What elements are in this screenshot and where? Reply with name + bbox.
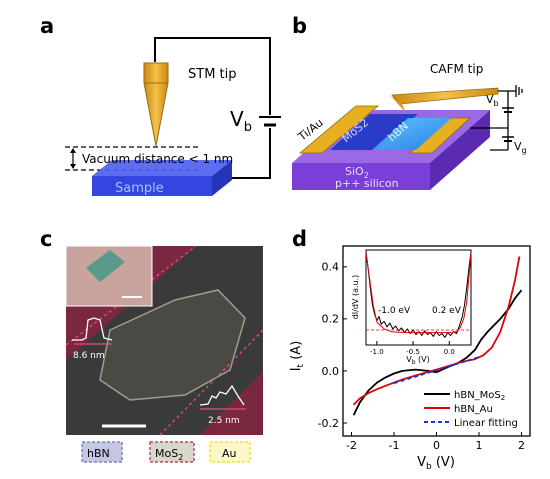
- y-tick-label: -0.2: [318, 417, 339, 430]
- sample-front: [92, 176, 212, 196]
- y-tick-label: 0.4: [322, 261, 340, 274]
- legend-mos2-label: MoS2: [155, 447, 183, 462]
- legend-au-box: [209, 441, 251, 463]
- x-tick-label: -0.5: [406, 348, 420, 356]
- inset-annotation-left: -1.0 eV: [378, 306, 411, 316]
- vb-label: Vb: [486, 93, 499, 108]
- inset-series: [365, 251, 472, 338]
- gap-arrow-head-bottom: [70, 164, 76, 169]
- cafm-cantilever: [391, 87, 499, 105]
- oxide-label: SiO2: [345, 165, 369, 180]
- y-tick-label: 0.2: [322, 313, 340, 326]
- height-left-label: 8.6 nm: [73, 351, 105, 361]
- main-legend: hBN_MoS2 hBN_Au Linear fitting: [424, 390, 518, 429]
- panel-label-a: a: [40, 14, 54, 38]
- substrate-label: p++ silicon: [335, 177, 399, 190]
- x-tick-label: -1: [389, 439, 400, 452]
- main-series: [352, 256, 523, 416]
- stm-tip-label: STM tip: [188, 67, 237, 82]
- x-tick-label: -2: [346, 439, 357, 452]
- x-tick-label: 0.0: [444, 348, 455, 356]
- legend-au-label: Au: [222, 447, 237, 460]
- inset-xlabel: Vb (V): [406, 355, 430, 366]
- legend-text-mos2: hBN_MoS2: [454, 390, 505, 402]
- panel-label-c: c: [40, 227, 52, 251]
- substrate-side: [430, 110, 490, 190]
- panel-d: d -2 -1 0 1 2 -0.2 0.0 0.2 0.4 It (A) Vb (V) hBN…: [289, 227, 531, 472]
- circuit-wire: [154, 37, 271, 115]
- inset-frame: [365, 249, 472, 346]
- panel-label-b: b: [292, 14, 307, 38]
- stm-tip-cone: [143, 82, 169, 147]
- legend-text-au: hBN_Au: [454, 404, 493, 415]
- series-line-0: [365, 251, 472, 338]
- y-tick-label: 0.0: [322, 365, 340, 378]
- cafm-tip: [390, 95, 406, 113]
- main-xlabel: Vb (V): [417, 455, 455, 472]
- inset-annotation-right: 0.2 eV: [432, 306, 462, 316]
- sample-label: Sample: [115, 181, 164, 196]
- stm-tip-holder: [143, 62, 169, 84]
- panel-a: a STM tip Vb Vacuum distance < 1 nm Samp…: [40, 14, 281, 196]
- x-tick-label: 2: [518, 439, 525, 452]
- circuit-wire-bottom: [230, 128, 271, 179]
- legend-text-fit: Linear fitting: [454, 418, 518, 429]
- legend-mos2-box: [149, 441, 195, 463]
- gap-label: Vacuum distance < 1 nm: [82, 152, 233, 166]
- x-tick-label: -1.0: [370, 348, 384, 356]
- legend-hbn-label: hBN: [87, 447, 110, 460]
- series-line-0: [352, 289, 523, 416]
- sample-top: [92, 160, 232, 176]
- main-ylabel: It (A): [289, 341, 306, 372]
- series-line-2: [393, 356, 480, 385]
- height-right-label: 2.5 nm: [208, 416, 240, 426]
- main-ticks: -2 -1 0 1 2 -0.2 0.0 0.2 0.4: [318, 261, 525, 452]
- panel-b: b Ti/Au MoS2 hBN SiO2 p++ silicon CAFM t…: [292, 14, 527, 190]
- x-tick-label: 0: [433, 439, 440, 452]
- inset-ticks: -1.0 -0.5 0.0: [370, 341, 455, 356]
- vg-label: Vg: [514, 140, 527, 155]
- series-line-1: [365, 252, 472, 334]
- height-profile-right: [199, 384, 245, 406]
- optical-inset-flake: [86, 250, 125, 282]
- mos2-overlap: [99, 289, 246, 401]
- mos2-flake: [330, 114, 418, 150]
- legend-hbn-box: [81, 441, 123, 463]
- voltage-label-a: Vb: [230, 107, 252, 135]
- substrate-front: [292, 163, 430, 190]
- electrode-left: [298, 105, 380, 154]
- cafm-tip-label: CAFM tip: [430, 62, 483, 76]
- x-tick-label: 1: [476, 439, 483, 452]
- sample-side: [212, 160, 232, 196]
- gap-arrow-head-top: [70, 148, 76, 153]
- inset-ylabel: dI/dV (a.u.): [351, 275, 360, 320]
- panel-label-d: d: [292, 227, 307, 251]
- height-profile-left: [72, 317, 113, 341]
- panel-c: c 8.6 nm 2.5 nm hBN MoS2 Au: [40, 227, 264, 463]
- hbn-flake: [372, 118, 452, 150]
- boundary-dashed-2: [159, 329, 264, 436]
